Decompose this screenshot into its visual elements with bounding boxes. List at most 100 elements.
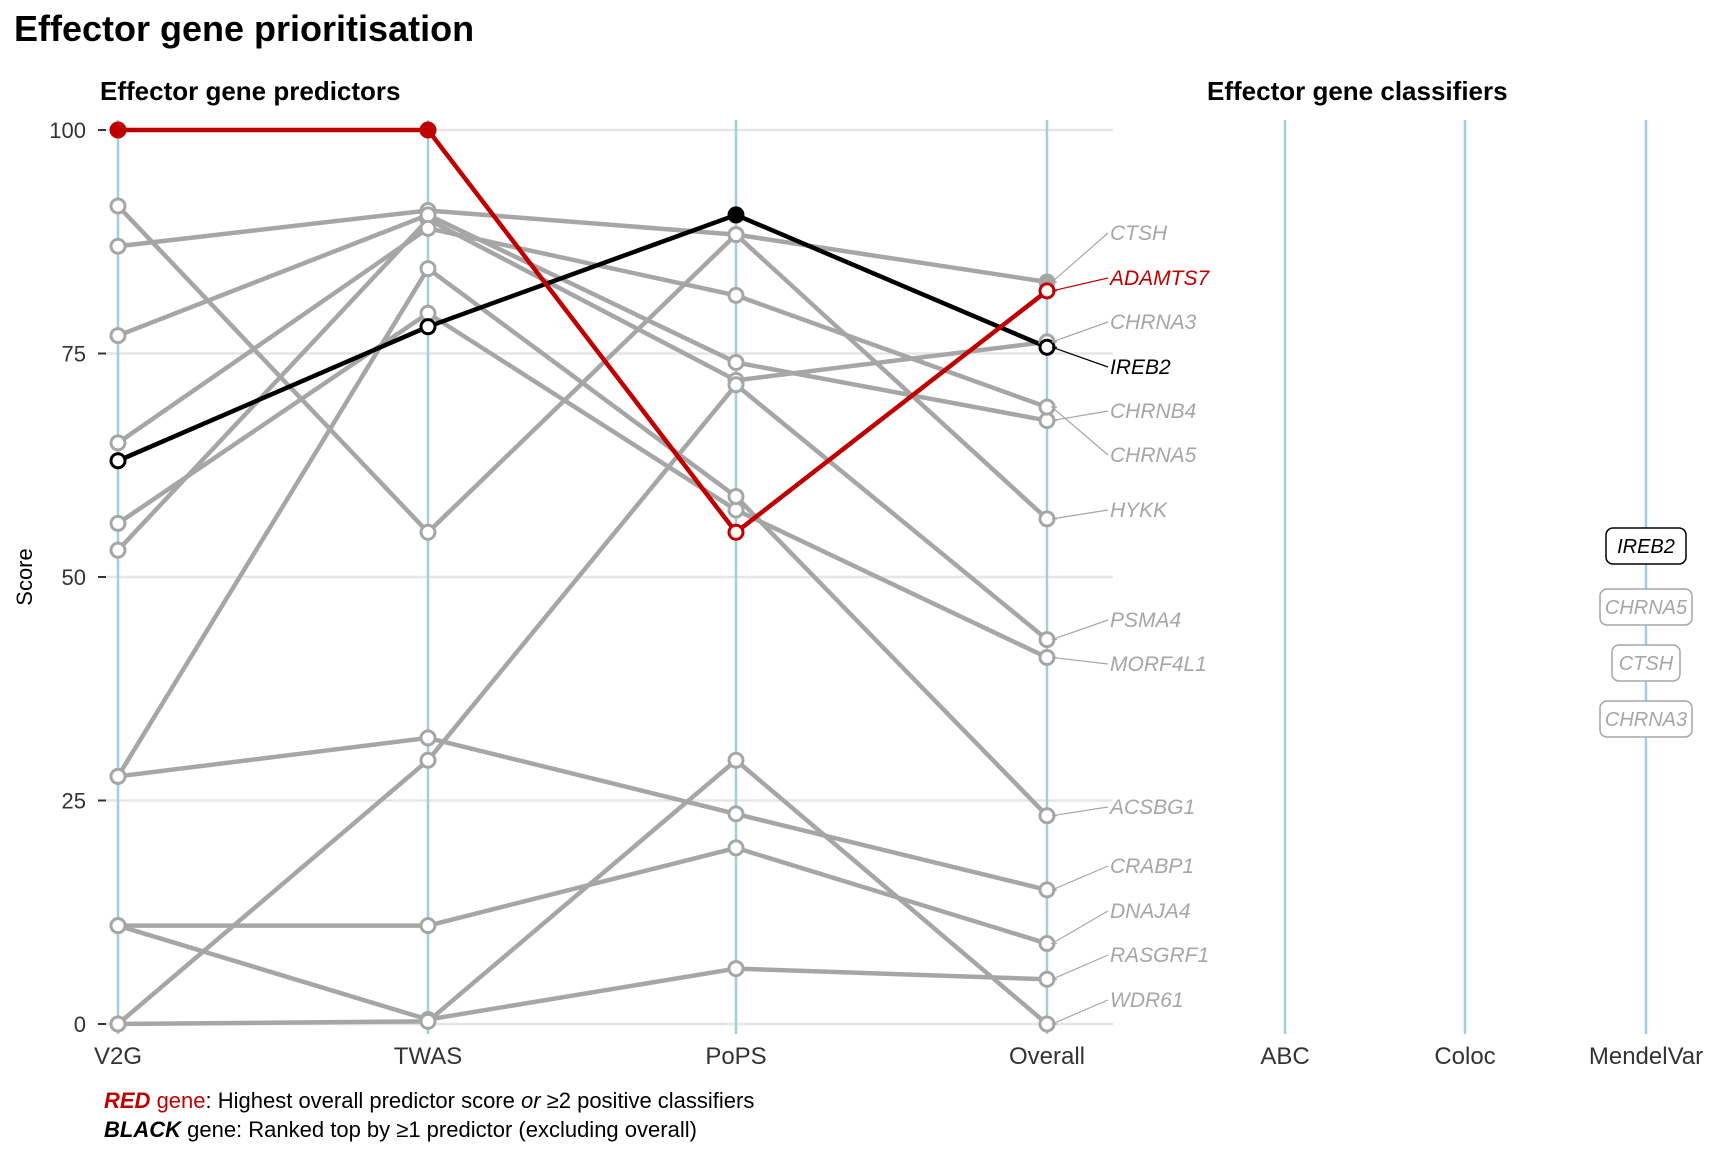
series-line — [116, 266, 1049, 818]
red-word: gene — [150, 1088, 206, 1113]
red-key: RED — [104, 1088, 151, 1113]
data-point — [727, 501, 745, 519]
data-point — [419, 219, 437, 237]
x-axis-labels: V2G TWAS PoPS Overall ABC Coloc MendelVar — [94, 1043, 1703, 1070]
data-point — [419, 729, 437, 747]
y-tick-label: 0 — [74, 1012, 86, 1037]
x-axis-label: MendelVar — [1589, 1043, 1703, 1070]
data-point — [727, 488, 745, 506]
label-leader-line — [1051, 865, 1109, 891]
series-line — [116, 217, 1048, 552]
x-axis-label: V2G — [94, 1043, 142, 1070]
series-line — [117, 212, 1048, 423]
series-line — [116, 226, 1048, 445]
classifier-tag-label: IREB2 — [1617, 536, 1675, 558]
gene-label: CHRNA3 — [1110, 311, 1197, 334]
series-line — [117, 758, 1049, 1027]
label-leader-line — [1051, 509, 1109, 520]
gene-label: IREB2 — [1110, 356, 1171, 379]
data-point — [419, 318, 437, 336]
gene-label: WDR61 — [1110, 989, 1184, 1012]
classifier-tag-label: CTSH — [1619, 653, 1674, 675]
data-point — [1038, 807, 1056, 825]
gene-label: ACSBG1 — [1108, 796, 1195, 819]
data-point — [109, 1015, 127, 1033]
data-point — [419, 751, 437, 769]
predictors-panel-title: Effector gene predictors — [100, 76, 401, 106]
gridlines — [105, 128, 1113, 1026]
series-line — [118, 845, 1048, 946]
data-point — [727, 523, 745, 541]
data-point — [419, 523, 437, 541]
data-point — [109, 917, 127, 935]
y-ticks: 0 25 50 75 100 — [49, 118, 106, 1037]
black-key: BLACK — [104, 1117, 181, 1142]
classifier-tags: IREB2 CHRNA5 CTSH CHRNA3 — [1599, 527, 1693, 738]
red-note-pre: : Highest overall predictor score — [205, 1088, 521, 1113]
data-point — [727, 960, 745, 978]
data-point — [109, 237, 127, 255]
label-leader-line — [1051, 346, 1109, 368]
label-leader-line — [1051, 656, 1109, 665]
data-point — [1038, 282, 1056, 300]
data-point — [727, 805, 745, 823]
data-point — [419, 1012, 437, 1030]
red-note-post: ≥2 positive classifiers — [540, 1088, 755, 1113]
x-axis-label: TWAS — [394, 1043, 462, 1070]
series-line — [117, 735, 1048, 893]
gene-label: CHRNA5 — [1110, 444, 1197, 467]
label-leader-line — [1051, 619, 1109, 641]
data-point — [727, 376, 745, 394]
data-point — [109, 541, 127, 559]
label-leader-line — [1051, 954, 1109, 980]
x-axis-label: PoPS — [705, 1043, 766, 1070]
chart-title: Effector gene prioritisation — [14, 8, 474, 49]
black-note-rest: gene: Ranked top by ≥1 predictor (exclud… — [181, 1117, 697, 1142]
data-point — [109, 197, 127, 215]
label-leader-line — [1050, 406, 1109, 456]
label-leader-line — [1050, 232, 1109, 283]
gene-label: CRABP1 — [1110, 855, 1194, 878]
red-gene-note: RED gene: Highest overall predictor scor… — [104, 1088, 754, 1114]
data-point — [109, 327, 127, 345]
x-axis-label: Overall — [1009, 1043, 1085, 1070]
red-note-or: or — [520, 1088, 541, 1113]
data-point — [727, 353, 745, 371]
gene-label: HYKK — [1110, 499, 1168, 522]
classifier-tag — [1599, 588, 1693, 626]
gene-label: CHRNB4 — [1110, 400, 1196, 423]
data-point — [109, 121, 127, 139]
data-point — [109, 434, 127, 452]
classifier-tag — [1605, 527, 1687, 565]
data-point — [727, 206, 745, 224]
data-point — [727, 839, 745, 857]
data-point — [109, 514, 127, 532]
y-tick-label: 50 — [62, 565, 86, 590]
y-tick-label: 100 — [49, 118, 86, 143]
data-point — [109, 767, 127, 785]
series-points — [109, 121, 1056, 1033]
classifier-tag-label: CHRNA3 — [1605, 709, 1687, 731]
series-line — [117, 208, 1048, 285]
data-point — [419, 260, 437, 278]
label-leader-line — [1049, 910, 1109, 945]
x-axis-label: ABC — [1260, 1043, 1309, 1070]
series-line — [117, 212, 1048, 463]
y-axis-label: Score — [12, 548, 37, 605]
y-tick-label: 75 — [62, 342, 86, 367]
label-leader-line — [1051, 806, 1109, 817]
y-tick-label: 25 — [62, 789, 86, 814]
series-line — [117, 923, 1048, 1022]
data-point — [1038, 510, 1056, 528]
series-line — [116, 204, 1049, 535]
series-lines — [116, 127, 1049, 1027]
gene-label: DNAJA4 — [1110, 900, 1191, 923]
data-point — [419, 121, 437, 139]
data-point — [1038, 648, 1056, 666]
data-point — [419, 917, 437, 935]
black-gene-note: BLACK gene: Ranked top by ≥1 predictor (… — [104, 1117, 697, 1143]
data-point — [109, 452, 127, 470]
data-point — [419, 206, 437, 224]
series-line — [116, 382, 1049, 1026]
